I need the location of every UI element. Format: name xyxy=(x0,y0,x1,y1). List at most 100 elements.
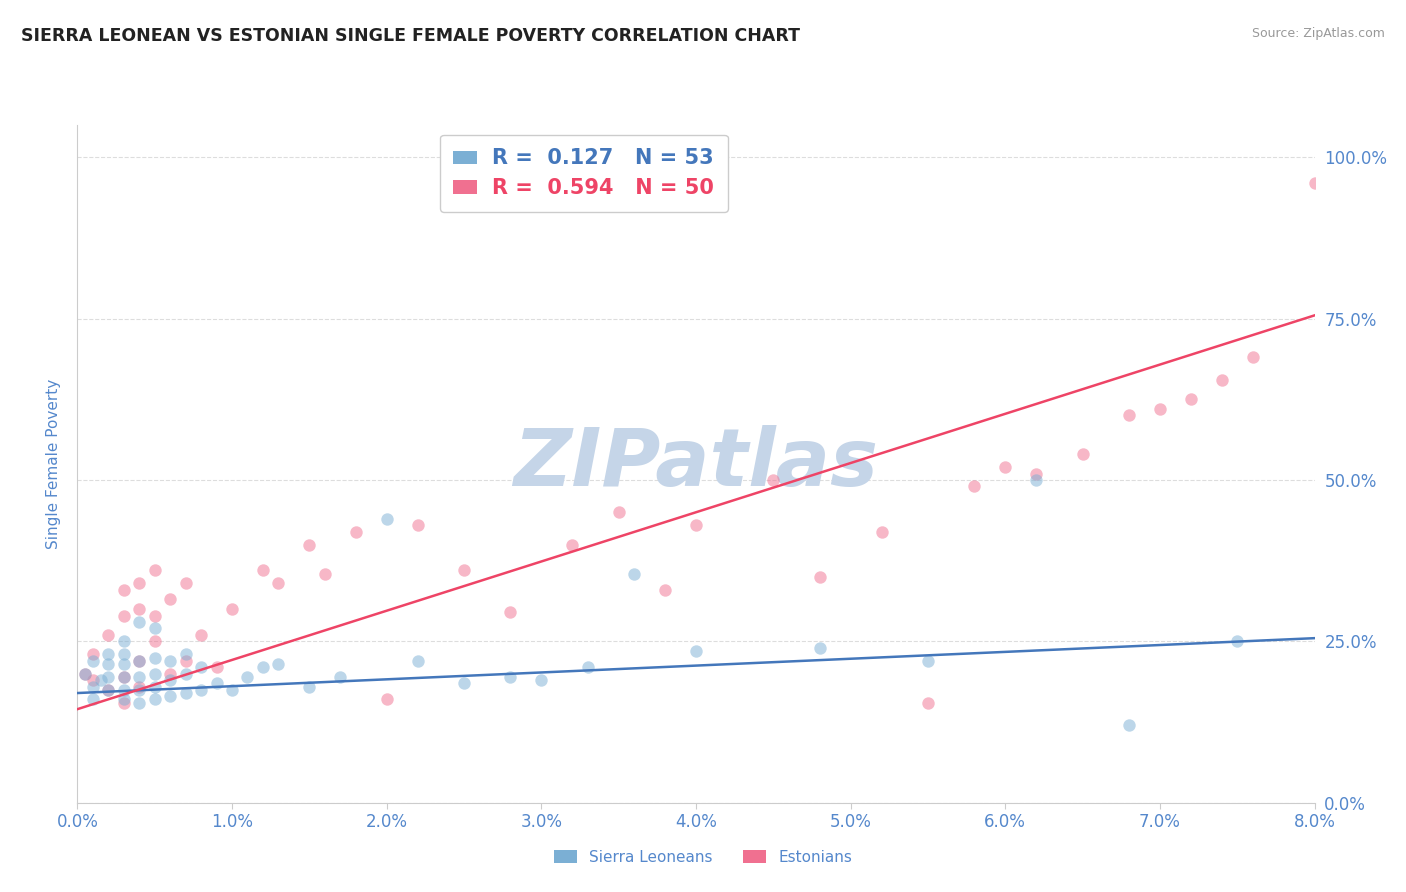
Point xyxy=(1180,392,1202,407)
Point xyxy=(112,696,135,710)
Point xyxy=(576,660,599,674)
Legend: R =  0.127   N = 53, R =  0.594   N = 50: R = 0.127 N = 53, R = 0.594 N = 50 xyxy=(440,135,728,211)
Point xyxy=(82,692,104,706)
Point xyxy=(298,537,321,551)
Point xyxy=(685,518,707,533)
Point xyxy=(205,676,228,690)
Point xyxy=(82,648,104,662)
Point xyxy=(174,576,197,591)
Point xyxy=(870,524,893,539)
Point xyxy=(917,654,939,668)
Point xyxy=(499,670,522,684)
Point xyxy=(1241,351,1264,365)
Point xyxy=(112,670,135,684)
Point xyxy=(190,628,212,642)
Text: SIERRA LEONEAN VS ESTONIAN SINGLE FEMALE POVERTY CORRELATION CHART: SIERRA LEONEAN VS ESTONIAN SINGLE FEMALE… xyxy=(21,27,800,45)
Point xyxy=(1118,718,1140,732)
Point xyxy=(112,670,135,684)
Point xyxy=(917,696,939,710)
Point xyxy=(623,566,645,581)
Point xyxy=(344,524,367,539)
Point xyxy=(406,518,429,533)
Legend: Sierra Leoneans, Estonians: Sierra Leoneans, Estonians xyxy=(548,844,858,871)
Point xyxy=(82,654,104,668)
Point xyxy=(128,602,150,616)
Point xyxy=(174,666,197,681)
Point xyxy=(112,582,135,597)
Point xyxy=(1303,176,1326,190)
Point xyxy=(112,657,135,671)
Point xyxy=(808,640,831,655)
Point xyxy=(607,505,630,519)
Point xyxy=(453,563,475,577)
Point xyxy=(236,670,259,684)
Point xyxy=(143,608,166,623)
Point xyxy=(375,512,398,526)
Point xyxy=(97,657,120,671)
Point xyxy=(963,479,986,493)
Point xyxy=(329,670,352,684)
Point xyxy=(82,673,104,687)
Point xyxy=(499,605,522,619)
Point xyxy=(994,460,1017,475)
Point xyxy=(128,615,150,629)
Point xyxy=(112,648,135,662)
Point xyxy=(221,682,243,697)
Point xyxy=(143,692,166,706)
Point xyxy=(205,660,228,674)
Point xyxy=(159,690,181,704)
Point xyxy=(453,676,475,690)
Point xyxy=(221,602,243,616)
Point xyxy=(190,682,212,697)
Point xyxy=(97,682,120,697)
Point xyxy=(143,666,166,681)
Point xyxy=(128,576,150,591)
Y-axis label: Single Female Poverty: Single Female Poverty xyxy=(46,379,62,549)
Point xyxy=(1025,467,1047,481)
Point xyxy=(174,654,197,668)
Point xyxy=(143,650,166,665)
Point xyxy=(654,582,676,597)
Point xyxy=(75,666,96,681)
Point xyxy=(75,666,96,681)
Point xyxy=(143,563,166,577)
Point xyxy=(112,634,135,648)
Point xyxy=(1025,473,1047,487)
Point xyxy=(128,654,150,668)
Point xyxy=(174,648,197,662)
Point xyxy=(762,473,785,487)
Point xyxy=(97,628,120,642)
Point xyxy=(112,608,135,623)
Text: Source: ZipAtlas.com: Source: ZipAtlas.com xyxy=(1251,27,1385,40)
Point xyxy=(128,654,150,668)
Point xyxy=(1118,409,1140,423)
Point xyxy=(267,576,290,591)
Point xyxy=(530,673,553,687)
Point xyxy=(808,570,831,584)
Point xyxy=(90,673,112,687)
Point xyxy=(252,660,274,674)
Point xyxy=(128,680,150,694)
Point xyxy=(143,634,166,648)
Point xyxy=(143,622,166,636)
Point xyxy=(159,666,181,681)
Point xyxy=(190,660,212,674)
Point xyxy=(314,566,336,581)
Point xyxy=(1226,634,1249,648)
Point xyxy=(298,680,321,694)
Point xyxy=(252,563,274,577)
Point xyxy=(97,648,120,662)
Point xyxy=(159,654,181,668)
Point xyxy=(174,686,197,700)
Point xyxy=(1211,373,1233,387)
Point xyxy=(685,644,707,658)
Point xyxy=(406,654,429,668)
Point xyxy=(112,692,135,706)
Point xyxy=(97,682,120,697)
Point xyxy=(375,692,398,706)
Point xyxy=(128,682,150,697)
Point xyxy=(128,670,150,684)
Point xyxy=(561,537,583,551)
Text: ZIPatlas: ZIPatlas xyxy=(513,425,879,503)
Point xyxy=(159,673,181,687)
